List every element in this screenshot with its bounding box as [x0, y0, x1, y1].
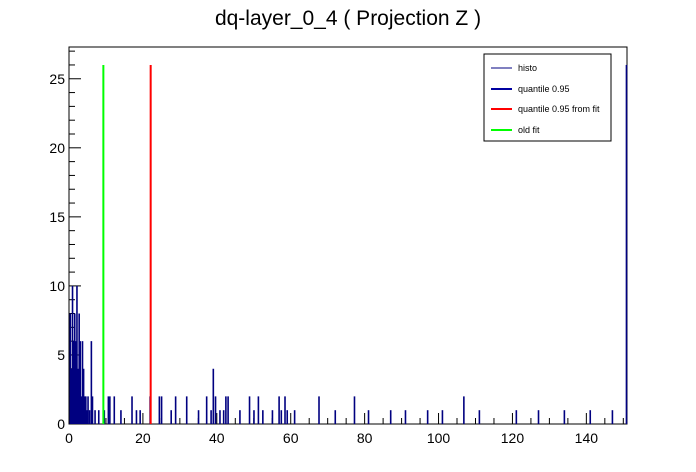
- histogram-bin: [278, 396, 280, 424]
- histogram-bin: [77, 368, 79, 424]
- legend-label-quantile: quantile 0.95: [518, 84, 570, 94]
- chart-title: dq-layer_0_4 ( Projection Z ): [215, 7, 481, 30]
- histogram-bin: [389, 410, 392, 424]
- legend-box: [483, 53, 612, 142]
- histogram-bin: [318, 396, 320, 424]
- histogram-bin: [174, 396, 177, 424]
- y-tick-label: 25: [49, 71, 65, 87]
- legend-label-quantile-from-fit: quantile 0.95 from fit: [518, 104, 600, 114]
- histogram-bin: [205, 396, 208, 424]
- histogram-bin: [257, 396, 260, 424]
- histogram-bin: [97, 410, 100, 424]
- histogram-bin: [83, 396, 86, 424]
- histogram-bin: [70, 368, 73, 424]
- histogram-bin: [367, 410, 370, 424]
- histogram-bin: [131, 396, 133, 424]
- histogram-bin: [563, 410, 566, 424]
- histogram-bin: [185, 396, 188, 424]
- histogram-bin: [589, 410, 592, 424]
- x-tick-label: 100: [427, 430, 451, 446]
- histogram-bin: [515, 410, 518, 424]
- histogram-bin: [78, 313, 80, 424]
- axis-ticks: 0 5 10 15 20 25 0 20 40 60 80 100 120 140: [49, 50, 624, 446]
- histogram-bin: [262, 410, 264, 424]
- histogram-bin: [271, 410, 274, 424]
- y-tick-label: 5: [57, 347, 65, 363]
- histogram-bin: [86, 410, 88, 424]
- y-tick-label: 0: [57, 416, 65, 432]
- histogram-bin: [293, 410, 296, 424]
- histogram-bin: [87, 396, 89, 424]
- histogram-bin: [120, 410, 122, 424]
- histogram-bin: [463, 396, 465, 424]
- histogram-bin: [82, 368, 85, 424]
- histogram-bin: [537, 410, 540, 424]
- histogram-bin: [81, 341, 84, 424]
- histogram-bin: [170, 410, 172, 424]
- histogram-bin: [135, 410, 138, 424]
- histogram-bin: [286, 410, 289, 424]
- histogram-bin: [79, 341, 82, 424]
- histogram-bin: [75, 341, 77, 424]
- histogram-bin: [107, 396, 110, 424]
- histogram-bin: [248, 396, 251, 424]
- histogram-bin: [478, 410, 481, 424]
- histogram-bin: [441, 410, 444, 424]
- histogram-bin: [158, 396, 161, 424]
- x-tick-label: 120: [501, 430, 525, 446]
- x-tick-label: 60: [283, 430, 299, 446]
- x-tick-label: 20: [135, 430, 151, 446]
- x-tick-label: 140: [575, 430, 599, 446]
- histogram-bin: [253, 410, 255, 424]
- x-tick-label: 80: [357, 430, 373, 446]
- x-tick-label: 0: [65, 430, 73, 446]
- histogram-bin: [71, 285, 74, 424]
- histogram-bin: [611, 410, 614, 424]
- histogram-bin: [239, 410, 241, 424]
- histogram-bin: [214, 396, 217, 424]
- histogram-bin: [85, 396, 87, 424]
- histogram-bin: [139, 410, 141, 424]
- histogram-bin: [73, 313, 76, 424]
- histogram-bin: [625, 64, 628, 424]
- histogram-bin: [113, 396, 116, 424]
- histogram-bin: [109, 396, 111, 424]
- histogram-bin: [212, 368, 215, 424]
- histogram-bars: [69, 64, 628, 424]
- legend-label-old-fit: old fit: [518, 125, 540, 135]
- histogram-bin: [91, 396, 94, 424]
- histogram-bin: [76, 285, 78, 424]
- x-tick-label: 40: [209, 430, 225, 446]
- histogram-bin: [334, 410, 337, 424]
- legend: histo quantile 0.95 quantile 0.95 from f…: [483, 53, 612, 142]
- histogram-bin: [404, 410, 407, 424]
- histogram-bin: [284, 396, 286, 424]
- histogram-bin: [90, 341, 93, 424]
- histogram-bin: [222, 410, 225, 424]
- y-tick-label: 15: [49, 209, 65, 225]
- y-tick-label: 20: [49, 140, 65, 156]
- histogram-bin: [94, 410, 96, 424]
- histogram-bin: [353, 396, 356, 424]
- histogram-bin: [88, 410, 91, 424]
- histogram-bin: [426, 410, 429, 424]
- histogram-bin: [219, 410, 221, 424]
- histogram-bin: [69, 313, 72, 424]
- histogram-bin: [210, 410, 212, 424]
- vertical-lines: [102, 64, 152, 424]
- histogram-bin: [227, 396, 229, 424]
- histogram-bin: [280, 410, 283, 424]
- histogram-bin: [72, 341, 75, 424]
- legend-label-histo: histo: [518, 63, 537, 73]
- histogram-bin: [225, 396, 227, 424]
- y-tick-label: 10: [49, 278, 65, 294]
- histogram-bin: [197, 410, 200, 424]
- histogram-bin: [80, 396, 83, 424]
- histogram-bin: [160, 396, 163, 424]
